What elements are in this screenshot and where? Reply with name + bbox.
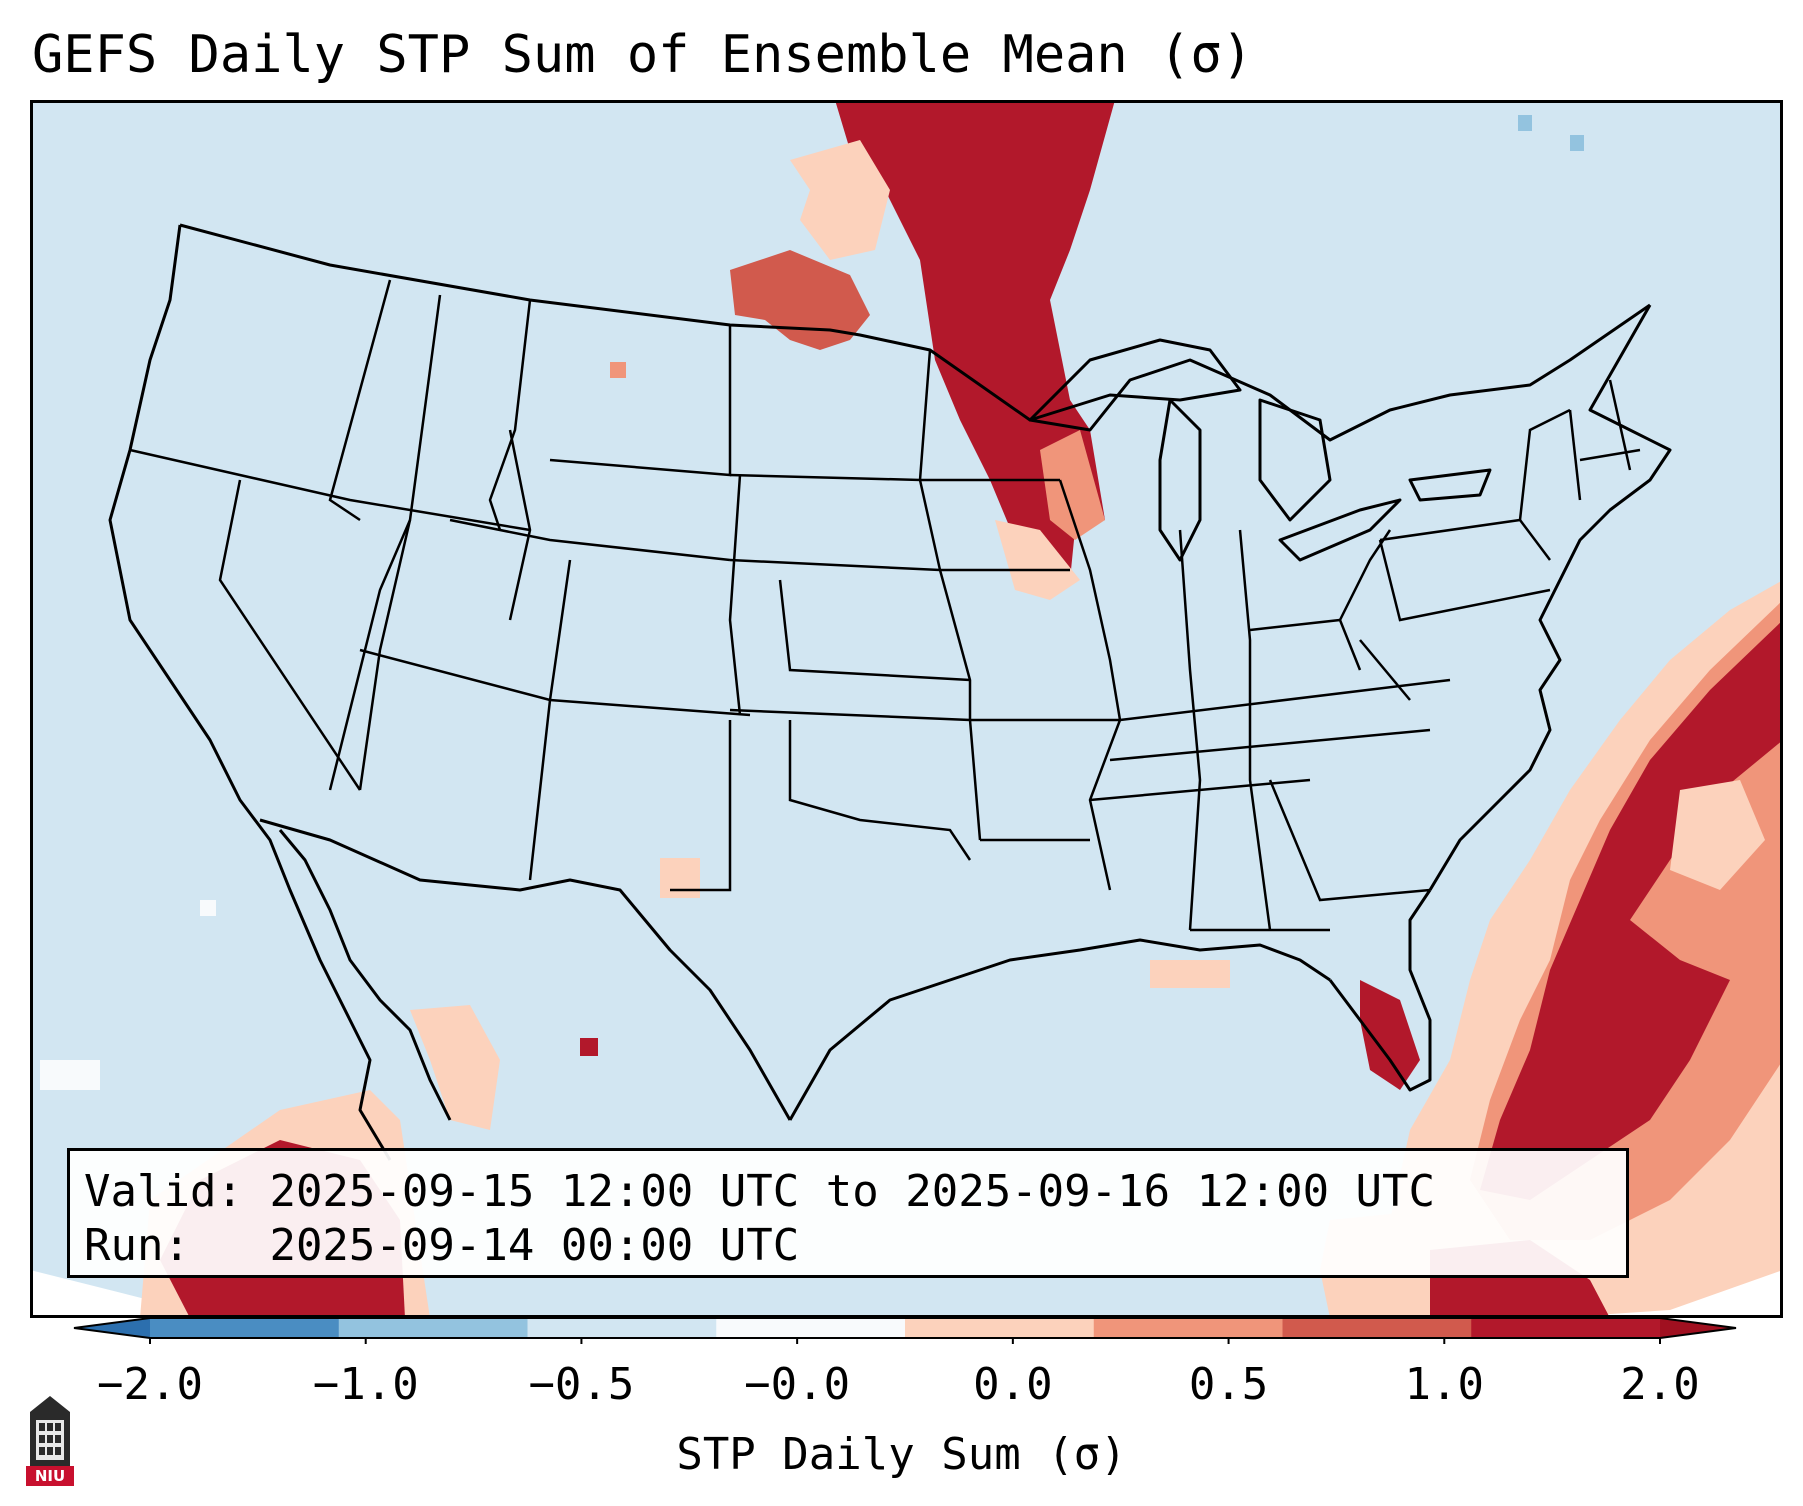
anomaly-cell-pacific-white: [200, 900, 216, 916]
colorbar-bin-1: [338, 1318, 528, 1338]
east-coast: [1428, 304, 1672, 891]
anomaly-cell-northeast-b: [1570, 135, 1584, 151]
valid-run-box: Valid: 2025-09-15 12:00 UTC to 2025-09-1…: [67, 1148, 1629, 1278]
anomaly-cell-pacific-white-2: [40, 1060, 100, 1090]
boundaries: [108, 223, 1672, 1161]
colorbar-bin-7: [1471, 1318, 1661, 1338]
anomaly-region-atlantic-strong: [1480, 620, 1783, 1200]
state-boundaries: [129, 279, 1641, 932]
anomaly-cell-idaho: [610, 362, 626, 378]
colorbar-tick-label: 1.0: [1404, 1359, 1485, 1410]
colorbar-extend-high: [1660, 1318, 1736, 1338]
florida-coast: [1328, 889, 1432, 1092]
anomaly-region-wisconsin-light: [1040, 430, 1105, 540]
colorbar-tick-label: −0.5: [528, 1359, 635, 1410]
anomaly-region-iowa-light: [995, 520, 1080, 600]
colorbar-tick-label: 0.0: [973, 1359, 1053, 1410]
great-lake-ontario: [1408, 468, 1492, 502]
logo-text: NIU: [35, 1467, 65, 1485]
great-lake-michigan: [1158, 398, 1202, 562]
baja-coast: [278, 829, 452, 1121]
anomaly-region-atlantic-inner-light: [1670, 780, 1765, 890]
anomaly-cell-texas: [580, 1038, 598, 1056]
anomaly-cell-gulf-coast: [1150, 960, 1230, 988]
colorbar: [73, 1317, 1737, 1344]
map-outside-right: [1590, 1270, 1783, 1318]
colorbar-bin-3: [716, 1318, 906, 1338]
colorbar-extend-low: [74, 1318, 150, 1338]
run-value: 2025-09-14 00:00 UTC: [269, 1220, 800, 1271]
colorbar-bin-5: [1093, 1318, 1283, 1338]
great-lake-superior: [1028, 338, 1242, 422]
colorbar-bin-6: [1282, 1318, 1472, 1338]
colorbar-tick-label: 2.0: [1620, 1359, 1700, 1410]
map-panel: [30, 100, 1783, 1318]
anomaly-region-florida-strong: [1360, 980, 1420, 1090]
run-row: Run: 2025-09-14 00:00 UTC: [84, 1219, 1612, 1273]
west-coast: [108, 224, 392, 1161]
colorbar-tick-label: −2.0: [97, 1359, 203, 1410]
colorbar-label: STP Daily Sum (σ): [676, 1429, 1127, 1480]
valid-value: 2025-09-15 12:00 UTC to 2025-09-16 12:00…: [269, 1166, 1436, 1217]
colorbar-tick-label: 0.5: [1188, 1359, 1269, 1410]
us-mexico-border: [259, 818, 792, 1121]
us-canada-border: [179, 223, 1651, 442]
anomaly-cell-northeast-a: [1518, 115, 1532, 131]
colorbar-tick-label: −1.0: [312, 1359, 419, 1410]
anomaly-region-gulf-california: [410, 1005, 500, 1130]
niu-logo-icon: NIU: [26, 1396, 74, 1486]
colorbar-bin-2: [527, 1318, 717, 1338]
valid-row: Valid: 2025-09-15 12:00 UTC to 2025-09-1…: [84, 1165, 1612, 1219]
map-frame: [30, 100, 1783, 1318]
colorbar-tick-label: −0.0: [744, 1359, 851, 1410]
valid-label: Valid:: [84, 1166, 243, 1217]
great-lake-huron: [1258, 398, 1332, 522]
anomaly-cell-newmexico: [660, 858, 700, 898]
colorbar-bin-4: [905, 1318, 1095, 1338]
gulf-coast: [788, 938, 1331, 1121]
colorbar-bin-0: [150, 1318, 340, 1338]
chart-title: GEFS Daily STP Sum of Ensemble Mean (σ): [32, 25, 1253, 85]
anomaly-region-dakota-light: [790, 140, 890, 260]
great-lake-erie: [1278, 498, 1402, 562]
anomaly-region-montana-moderate: [730, 250, 870, 350]
run-label: Run:: [84, 1220, 190, 1271]
